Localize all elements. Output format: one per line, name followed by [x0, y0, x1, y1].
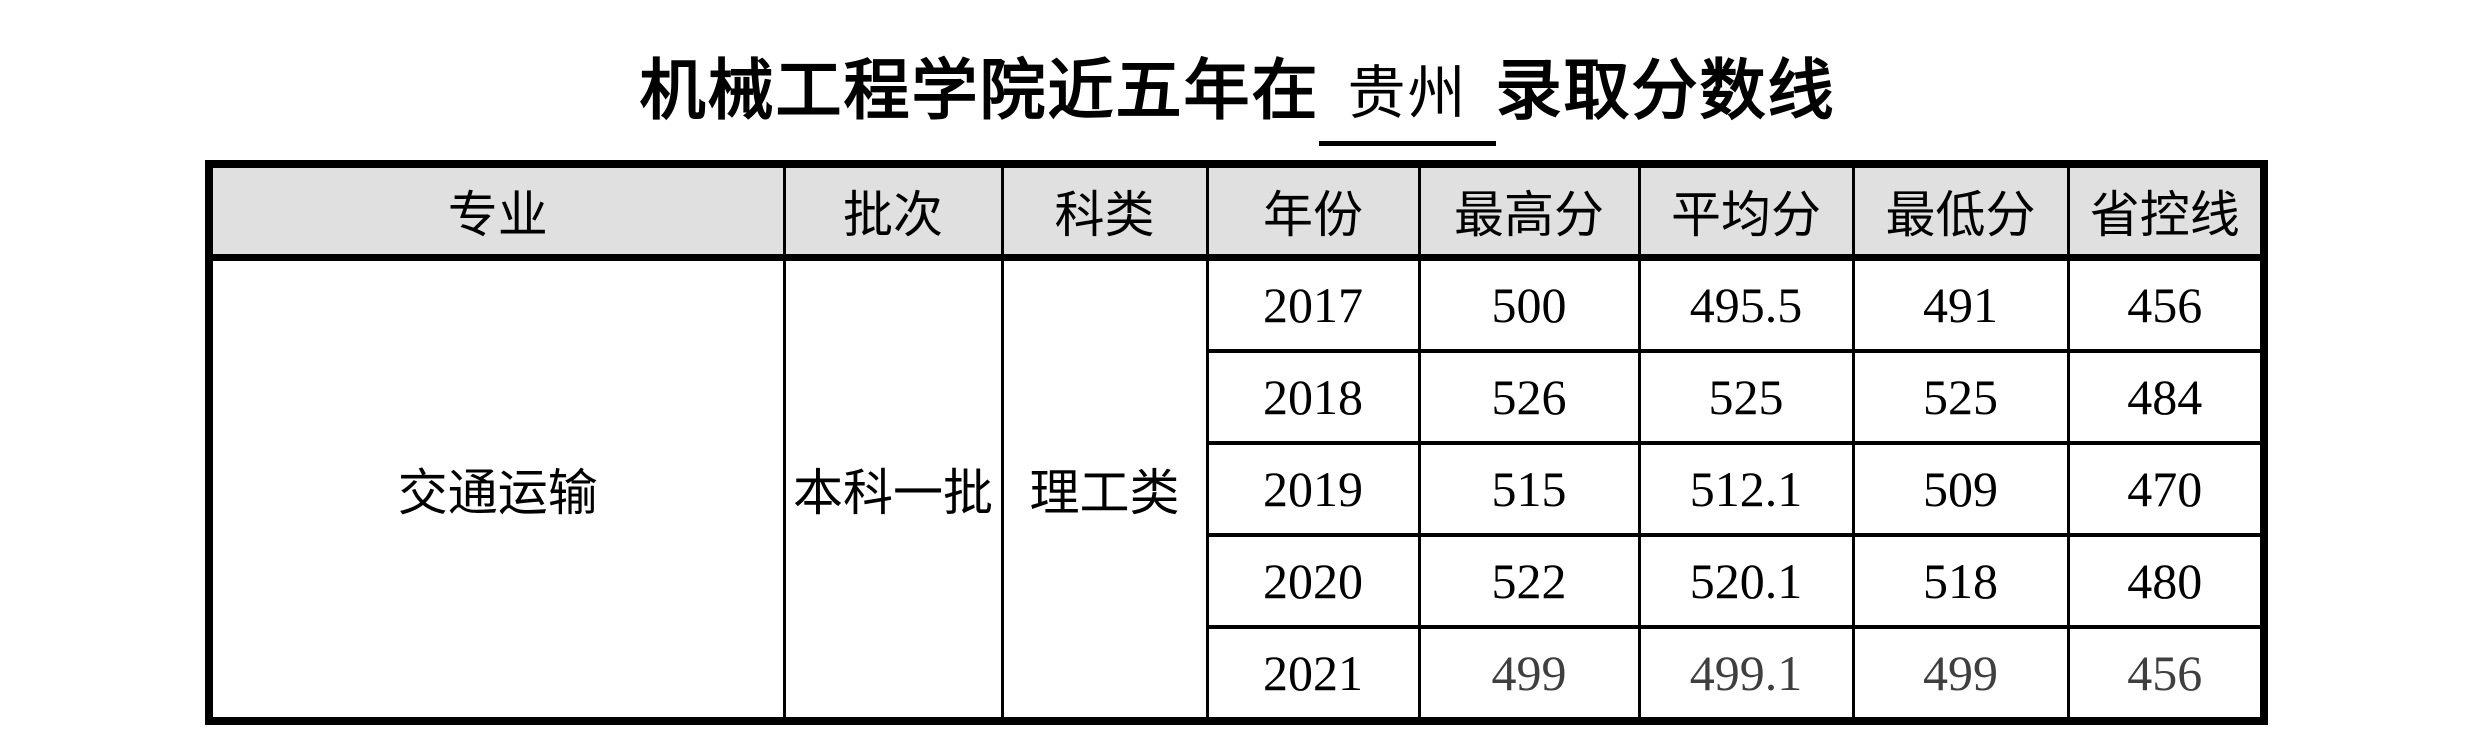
- header-row: 专业 批次 科类 年份 最高分 平均分 最低分 省控线: [207, 160, 2266, 261]
- table-row: 2018 526 525 525 484: [209, 349, 2266, 445]
- cell-max: 499: [1417, 625, 1641, 723]
- table-row: 2020 522 520.1 518 480: [209, 533, 2266, 629]
- cell-control: 456: [2066, 255, 2266, 353]
- cell-control: 484: [2066, 349, 2266, 445]
- cell-min: 509: [1851, 441, 2070, 537]
- col-header-year: 年份: [1205, 160, 1421, 261]
- cell-max: 526: [1417, 349, 1641, 445]
- cell-year: 2017: [1205, 255, 1421, 353]
- cell-year: 2018: [1205, 349, 1421, 445]
- cell-year: 2020: [1205, 533, 1421, 629]
- page-title: 机械工程学院近五年在 贵州 录取分数线: [0, 38, 2475, 146]
- table-row: 2019 515 512.1 509 470: [209, 441, 2266, 537]
- table-row: 交通运输 本科一批 理工类 2017 500 495.5 491 456: [207, 254, 2266, 725]
- cell-min: 499: [1851, 625, 2070, 723]
- title-prefix: 机械工程学院近五年在: [639, 53, 1320, 127]
- col-header-major: 专业: [207, 160, 786, 261]
- col-header-control: 省控线: [2066, 160, 2266, 261]
- cell-category: 理工类: [1000, 254, 1209, 725]
- col-header-min: 最低分: [1851, 160, 2070, 261]
- cell-max: 515: [1417, 441, 1641, 537]
- title-province-blank: 贵州: [1319, 49, 1496, 146]
- cell-avg: 499.1: [1637, 625, 1855, 723]
- col-header-max: 最高分: [1417, 160, 1641, 261]
- cell-year: 2021: [1205, 625, 1421, 723]
- admission-score-table: 专业 批次 科类 年份 最高分 平均分 最低分 省控线 交通运输 本科一批 理工…: [205, 160, 2268, 725]
- cell-min: 491: [1851, 255, 2070, 353]
- cell-avg: 525: [1637, 349, 1855, 445]
- col-header-category: 科类: [1000, 160, 1209, 261]
- cell-batch: 本科一批: [782, 254, 1004, 725]
- cell-min: 525: [1851, 349, 2070, 445]
- cell-avg: 520.1: [1637, 533, 1855, 629]
- cell-control: 470: [2066, 441, 2266, 537]
- cell-avg: 495.5: [1637, 255, 1855, 353]
- col-header-avg: 平均分: [1637, 160, 1855, 261]
- cell-avg: 512.1: [1637, 441, 1855, 537]
- cell-control: 480: [2066, 533, 2266, 629]
- cell-max: 500: [1417, 255, 1641, 353]
- cell-major: 交通运输: [207, 254, 786, 725]
- table-row: 2021 499 499.1 499 456: [209, 625, 2266, 723]
- cell-max: 522: [1417, 533, 1641, 629]
- cell-year: 2019: [1205, 441, 1421, 537]
- title-suffix: 录取分数线: [1495, 53, 1836, 127]
- col-header-batch: 批次: [782, 160, 1004, 261]
- cell-control: 456: [2066, 625, 2266, 723]
- cell-min: 518: [1851, 533, 2070, 629]
